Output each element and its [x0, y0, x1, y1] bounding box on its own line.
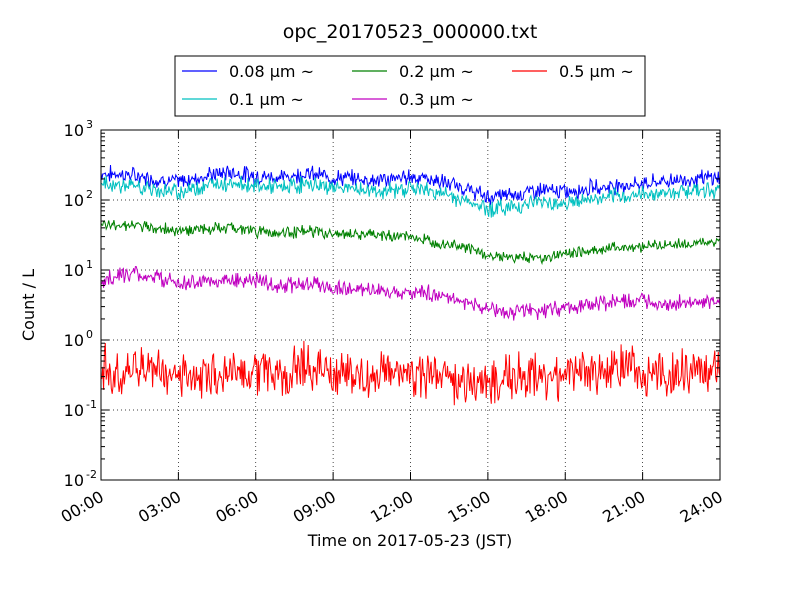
- y-tick-label: 10: [64, 121, 84, 140]
- chart-title: opc_20170523_000000.txt: [283, 21, 538, 43]
- series-line: [100, 340, 721, 406]
- x-tick-label: 18:00: [522, 487, 571, 527]
- y-tick-label: 10: [64, 191, 84, 210]
- y-tick-exponent: 2: [86, 188, 93, 201]
- series-line: [100, 164, 721, 206]
- x-tick-label: 24:00: [677, 487, 726, 527]
- legend-label: 0.5 μm ~: [559, 62, 634, 81]
- x-tick-label: 21:00: [599, 487, 648, 527]
- x-tick-label: 09:00: [290, 487, 339, 527]
- y-tick-label: 10: [64, 261, 84, 280]
- y-tick-exponent: 0: [86, 328, 93, 341]
- series-lines: [100, 164, 721, 406]
- x-tick-label: 03:00: [135, 487, 184, 527]
- x-tick-label: 06:00: [212, 487, 261, 527]
- y-tick-label: 10: [64, 401, 84, 420]
- x-tick-label: 00:00: [58, 487, 107, 527]
- legend-label: 0.3 μm ~: [399, 90, 474, 109]
- legend-label: 0.08 μm ~: [229, 62, 314, 81]
- series-line: [100, 220, 721, 266]
- series-line: [100, 265, 721, 321]
- y-axis-label: Count / L: [19, 269, 38, 341]
- y-tick-exponent: -2: [86, 468, 97, 481]
- legend: 0.08 μm ~ 0.2 μm ~ 0.5 μm ~ 0.1 μm ~ 0.3 μm …: [174, 55, 646, 117]
- y-tick-label: 10: [64, 471, 84, 490]
- legend-frame: [174, 55, 646, 117]
- y-tick-exponent: 3: [86, 118, 93, 131]
- y-tick-exponent: -1: [86, 398, 97, 411]
- legend-label: 0.2 μm ~: [399, 62, 474, 81]
- x-tick-label: 15:00: [444, 487, 493, 527]
- x-tick-label: 12:00: [367, 487, 416, 527]
- series-line: [100, 175, 721, 218]
- x-axis-label: Time on 2017-05-23 (JST): [307, 531, 512, 550]
- y-tick-exponent: 1: [86, 258, 93, 271]
- legend-label: 0.1 μm ~: [229, 90, 304, 109]
- y-tick-label: 10: [64, 331, 84, 350]
